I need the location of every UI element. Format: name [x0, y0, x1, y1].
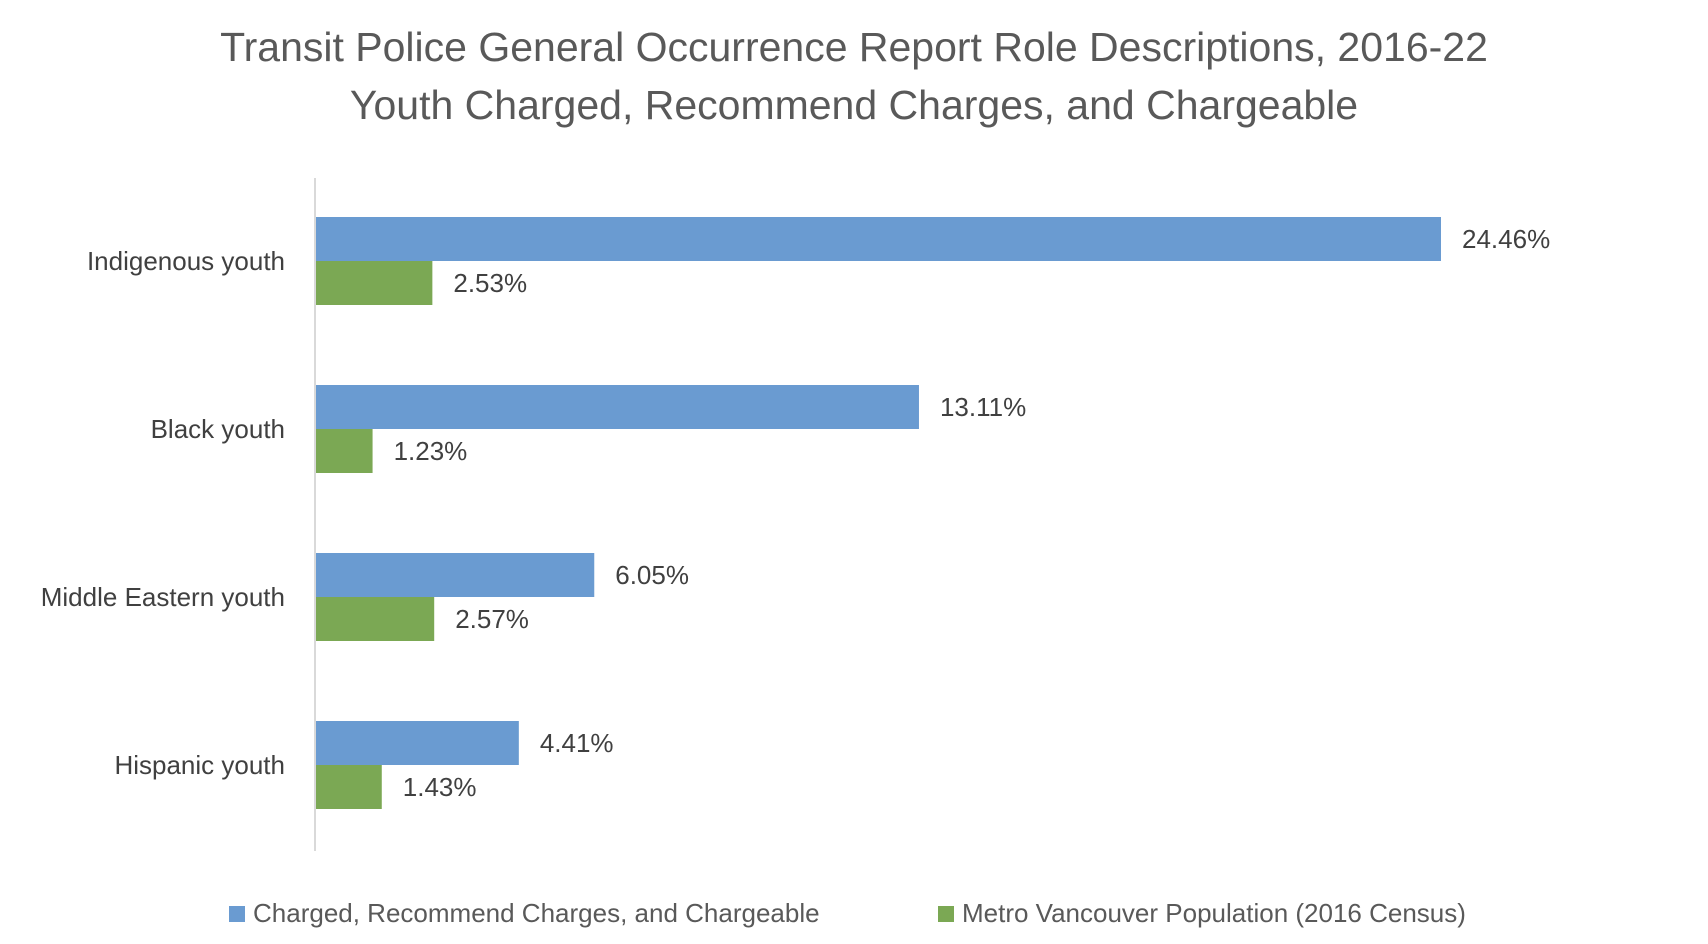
category-label: Middle Eastern youth: [41, 582, 285, 612]
bar-series-1: [316, 721, 519, 765]
legend-item-series-1: Charged, Recommend Charges, and Chargeab…: [229, 898, 820, 929]
legend-item-series-2: Metro Vancouver Population (2016 Census): [938, 898, 1466, 929]
category-label: Indigenous youth: [87, 246, 285, 276]
bar-series-1: [316, 385, 919, 429]
category-label: Hispanic youth: [114, 750, 285, 780]
data-label-series-1: 13.11%: [940, 392, 1026, 422]
data-label-series-1: 24.46%: [1462, 224, 1550, 254]
bar-series-1: [316, 217, 1441, 261]
data-label-series-2: 2.53%: [453, 268, 527, 298]
chart-subtitle: Youth Charged, Recommend Charges, and Ch…: [349, 82, 1359, 128]
data-label-series-2: 1.23%: [394, 436, 468, 466]
bar-series-2: [316, 765, 382, 809]
bar-series-2: [316, 429, 373, 473]
chart-title: Transit Police General Occurrence Report…: [220, 24, 1488, 70]
data-label-series-2: 1.43%: [403, 772, 477, 802]
legend: Charged, Recommend Charges, and Chargeab…: [0, 898, 1708, 934]
data-label-series-1: 6.05%: [615, 560, 689, 590]
bar-series-2: [316, 261, 433, 305]
legend-swatch-series-2: [938, 905, 954, 922]
bar-series-2: [316, 597, 435, 641]
legend-label-series-2: Metro Vancouver Population (2016 Census): [962, 898, 1466, 928]
data-label-series-1: 4.41%: [540, 728, 614, 758]
category-label: Black youth: [151, 414, 285, 444]
legend-swatch-series-1: [229, 905, 245, 922]
bar-series-1: [316, 553, 595, 597]
data-label-series-2: 2.57%: [455, 604, 529, 634]
legend-label-series-1: Charged, Recommend Charges, and Chargeab…: [253, 898, 820, 928]
